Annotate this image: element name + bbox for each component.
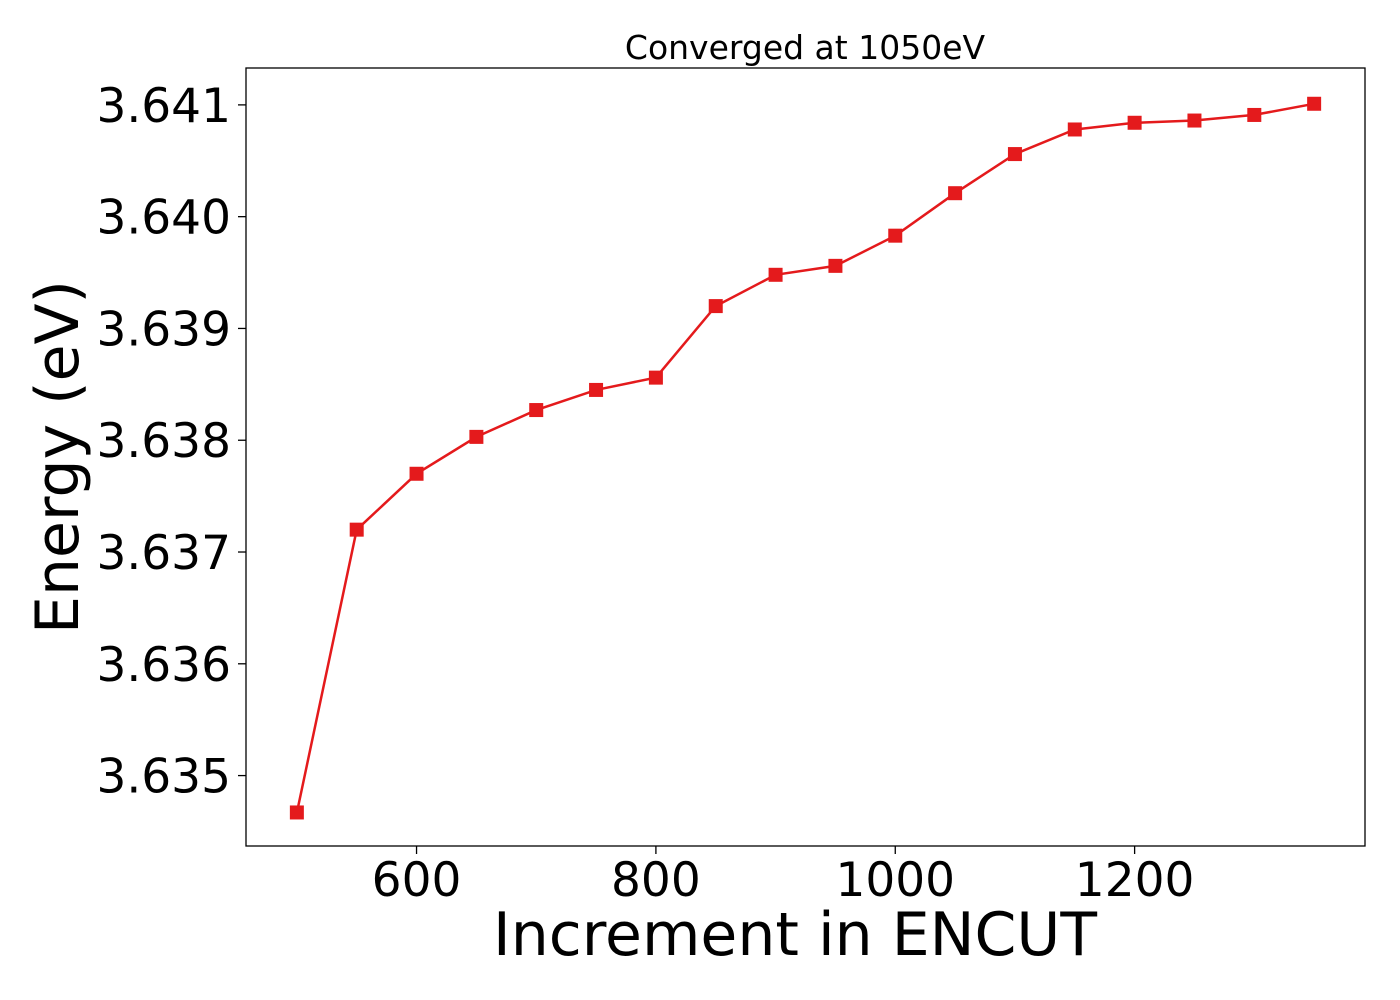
data-point (1067, 122, 1082, 137)
y-tick-label: 3.641 (96, 79, 231, 134)
data-point (1187, 113, 1202, 128)
y-axis-label: Energy (eV) (23, 280, 93, 634)
data-point (1307, 96, 1322, 111)
y-tick-label: 3.639 (96, 302, 231, 357)
data-point (469, 429, 484, 444)
data-point (349, 522, 364, 537)
data-point (648, 370, 663, 385)
data-point (1007, 147, 1022, 162)
data-layer (289, 96, 1322, 820)
data-point (708, 299, 723, 314)
y-tick-label: 3.636 (96, 638, 231, 693)
series-line (295, 102, 1315, 813)
x-tick-label: 800 (611, 853, 701, 908)
x-tick-label: 1200 (1075, 853, 1195, 908)
y-axis-ticks: 3.635 3.636 3.637 3.638 3.639 3.640 3.641 (96, 79, 246, 805)
data-point (768, 267, 783, 282)
plot-area (245, 67, 1366, 847)
x-tick-label: 1000 (835, 853, 955, 908)
data-point (289, 805, 304, 820)
x-axis-ticks: 600 800 1000 1200 (372, 846, 1195, 908)
data-point (1127, 115, 1142, 130)
y-tick-label: 3.640 (96, 191, 231, 246)
y-tick-label: 3.635 (96, 750, 231, 805)
data-point (1247, 107, 1262, 122)
data-point (828, 258, 843, 273)
data-point (589, 382, 604, 397)
data-point (529, 403, 544, 418)
chart-title: Converged at 1050eV (625, 28, 986, 67)
data-point (409, 466, 424, 481)
data-point (948, 186, 963, 201)
x-axis-label: Increment in ENCUT (493, 900, 1097, 970)
y-tick-label: 3.637 (96, 526, 231, 581)
data-point (888, 228, 903, 243)
y-tick-label: 3.638 (96, 414, 231, 469)
x-tick-label: 600 (372, 853, 462, 908)
